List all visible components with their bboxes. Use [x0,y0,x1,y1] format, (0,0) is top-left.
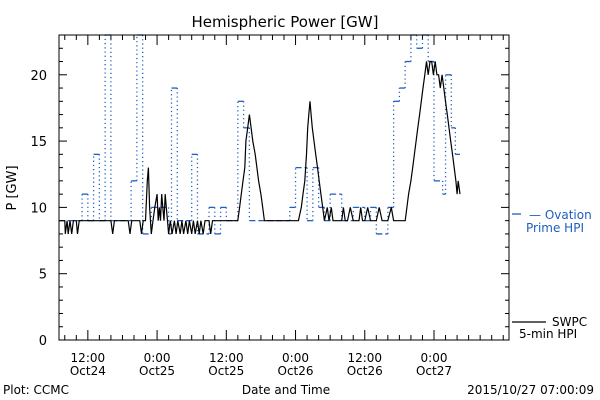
legend-swpc-hpi: SWPC 5-min HPI [512,315,587,341]
series-swpc-5min-hpi [59,60,461,235]
legend-ovation-line2: Prime HPI [526,221,584,235]
legend-ovation-line1: — Ovation [529,208,592,222]
x-tick-time-label: 0:00 [144,351,171,365]
plot-credit: Plot: CCMC [3,383,69,397]
chart-title: Hemispheric Power [GW] [192,13,379,31]
y-tick-label: 5 [39,268,47,283]
plot-timestamp: 2015/10/27 07:00:09 [467,383,594,397]
x-tick-time-label: 0:00 [421,351,448,365]
y-axis-label: P [GW] [5,165,20,210]
y-tick-label: 20 [30,69,47,84]
x-tick-date-label: Oct26 [347,364,383,378]
x-axis-ticks: 12:00Oct240:00Oct2512:00Oct250:00Oct2612… [64,35,504,378]
x-tick-time-label: 12:00 [347,351,382,365]
series-ovation-prime-hpi [59,34,460,235]
x-tick-date-label: Oct27 [416,364,452,378]
x-axis-label: Date and Time [242,383,330,397]
x-tick-date-label: Oct25 [208,364,244,378]
plot-frame [58,34,510,341]
legend-ovation-prime: — Ovation Prime HPI [512,208,592,235]
series-layer [59,34,461,235]
y-tick-label: 10 [30,201,47,216]
x-tick-date-label: Oct25 [139,364,175,378]
y-tick-label: 0 [39,334,47,349]
legend-swpc-line2: 5-min HPI [519,327,577,341]
y-axis-ticks: 0 5 10 15 20 [30,34,509,349]
y-tick-label: 15 [30,135,47,150]
x-tick-time-label: 12:00 [71,351,106,365]
x-tick-date-label: Oct24 [70,364,106,378]
x-tick-time-label: 0:00 [282,351,309,365]
x-tick-date-label: Oct26 [278,364,314,378]
legend-swpc-line1: SWPC [552,315,587,329]
x-tick-time-label: 12:00 [209,351,244,365]
